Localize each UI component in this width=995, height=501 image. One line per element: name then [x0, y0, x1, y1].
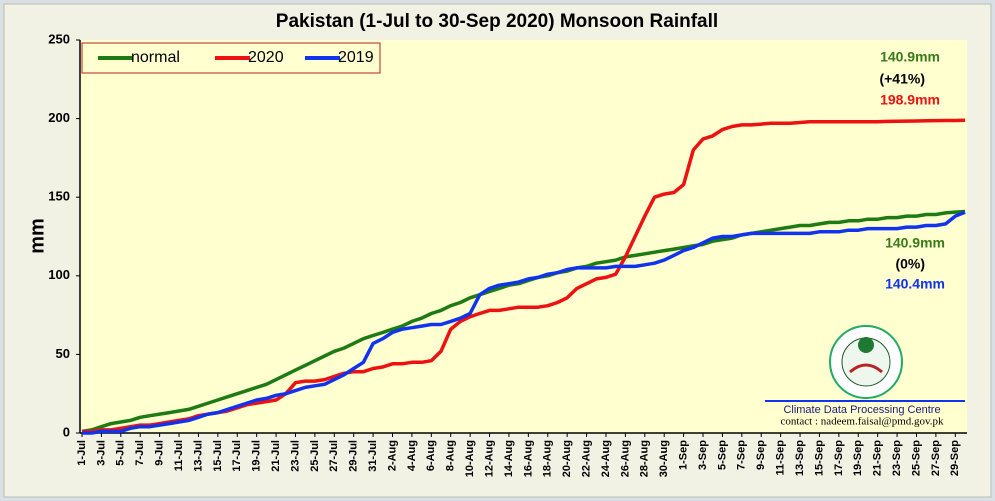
y-tick-label: 150	[48, 189, 70, 204]
x-tick-label: 23-Jul	[289, 440, 301, 472]
x-tick-label: 1-Sep	[678, 440, 690, 470]
x-tick-label: 19-Sep	[852, 440, 864, 476]
x-tick-label: 9-Sep	[755, 440, 767, 470]
annotation: (0%)	[895, 256, 925, 272]
logo-crescent	[858, 337, 874, 353]
x-tick-label: 21-Jul	[270, 440, 282, 472]
x-tick-label: 13-Sep	[794, 440, 806, 476]
x-tick-label: 17-Sep	[833, 440, 845, 476]
x-tick-label: 6-Aug	[425, 440, 437, 471]
x-tick-label: 27-Jul	[328, 440, 340, 472]
x-tick-label: 11-Jul	[173, 440, 185, 471]
x-tick-label: 14-Aug	[503, 440, 515, 477]
x-tick-label: 12-Aug	[483, 440, 495, 477]
annotation: (+41%)	[879, 71, 925, 87]
x-tick-label: 20-Aug	[561, 440, 573, 477]
annotation: 140.9mm	[880, 49, 940, 65]
credit: Climate Data Processing Centre	[783, 404, 940, 416]
x-tick-label: 7-Jul	[134, 440, 146, 466]
annotation: 140.4mm	[885, 276, 945, 292]
logo	[829, 325, 903, 399]
x-tick-label: 17-Jul	[231, 440, 243, 472]
annotation: 140.9mm	[885, 235, 945, 251]
y-axis-label: mm	[26, 218, 48, 254]
x-tick-label: 24-Aug	[600, 440, 612, 477]
x-tick-label: 23-Sep	[891, 440, 903, 476]
x-tick-label: 31-Jul	[367, 440, 379, 472]
x-tick-label: 27-Sep	[930, 440, 942, 476]
x-tick-label: 16-Aug	[522, 440, 534, 477]
x-tick-label: 1-Jul	[76, 440, 88, 466]
x-tick-label: 22-Aug	[580, 440, 592, 477]
x-tick-label: 13-Jul	[192, 440, 204, 472]
x-tick-label: 8-Aug	[445, 440, 457, 471]
y-tick-label: 50	[56, 346, 70, 361]
y-tick-label: 250	[48, 31, 70, 46]
x-tick-label: 25-Sep	[910, 440, 922, 476]
x-tick-label: 5-Sep	[716, 440, 728, 470]
x-tick-label: 29-Jul	[348, 440, 360, 472]
legend-label: 2019	[338, 49, 374, 66]
x-tick-label: 21-Sep	[872, 440, 884, 476]
x-tick-label: 15-Sep	[813, 440, 825, 476]
x-tick-label: 9-Jul	[154, 440, 166, 466]
plot-area	[80, 40, 967, 433]
credit: contact : nadeem.faisal@pmd.gov.pk	[780, 416, 944, 428]
chart-title: Pakistan (1-Jul to 30-Sep 2020) Monsoon …	[276, 11, 718, 32]
x-tick-label: 25-Jul	[309, 440, 321, 472]
x-tick-label: 2-Aug	[386, 440, 398, 471]
x-tick-label: 30-Aug	[658, 440, 670, 477]
x-tick-label: 26-Aug	[619, 440, 631, 477]
x-tick-label: 19-Jul	[251, 440, 263, 472]
annotation: 198.9mm	[880, 92, 940, 108]
x-tick-label: 29-Sep	[949, 440, 961, 476]
x-tick-label: 15-Jul	[212, 440, 224, 472]
x-tick-label: 18-Aug	[542, 440, 554, 477]
logo-emblem	[849, 363, 883, 374]
x-tick-label: 3-Sep	[697, 440, 709, 470]
y-tick-label: 200	[48, 110, 70, 125]
y-tick-label: 100	[48, 267, 70, 282]
legend-label: 2020	[248, 49, 284, 66]
x-tick-label: 10-Aug	[464, 440, 476, 477]
x-tick-label: 3-Jul	[95, 440, 107, 466]
x-tick-label: 7-Sep	[736, 440, 748, 470]
y-tick-label: 0	[63, 424, 70, 439]
x-tick-label: 28-Aug	[639, 440, 651, 477]
x-tick-label: 11-Sep	[775, 440, 787, 476]
series-line	[82, 210, 966, 435]
legend-label: normal	[131, 49, 180, 66]
x-tick-label: 5-Jul	[115, 440, 127, 466]
x-tick-label: 4-Aug	[406, 440, 418, 471]
